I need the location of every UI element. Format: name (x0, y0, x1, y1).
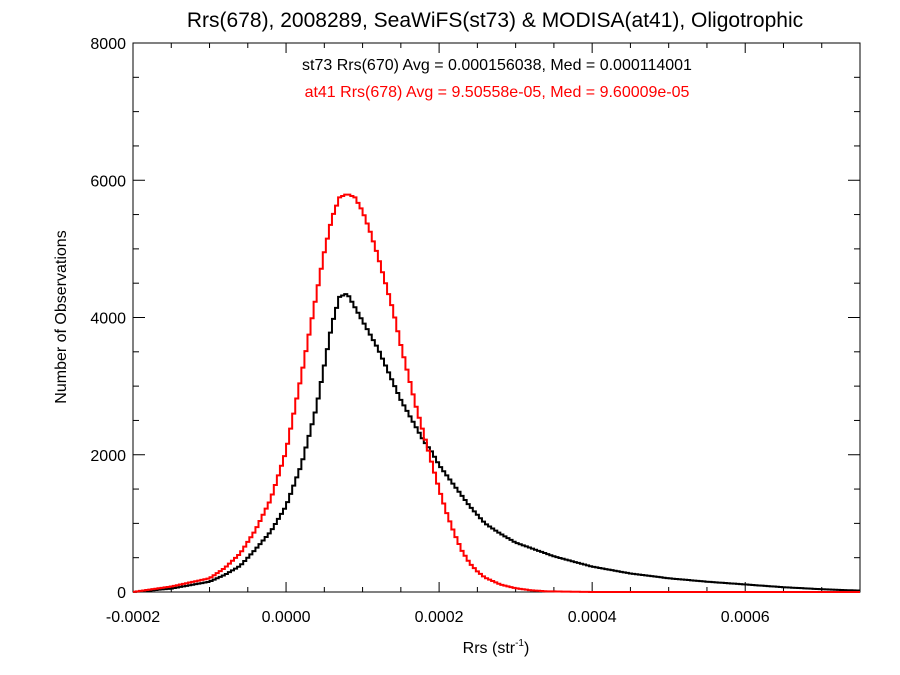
y-tick-label: 2000 (90, 448, 126, 465)
x-axis-label-superscript: -1 (515, 638, 524, 649)
series-layer (133, 193, 860, 593)
x-tick-label: 0.0000 (262, 609, 311, 626)
y-tick-label: 6000 (90, 173, 126, 190)
x-tick-label: -0.0002 (106, 609, 160, 626)
annotation-at41: at41 Rrs(678) Avg = 9.50558e-05, Med = 9… (305, 84, 690, 101)
x-tick-label: 0.0006 (721, 609, 770, 626)
plot-frame (132, 42, 861, 593)
y-tick-label: 0 (117, 585, 126, 602)
chart-title: Rrs(678), 2008289, SeaWiFS(st73) & MODIS… (187, 9, 803, 32)
x-axis-label-close: ) (524, 640, 529, 657)
x-axis-label: Rrs (str-1) (463, 638, 530, 657)
y-tick-labels: 0 2000 4000 6000 8000 (90, 36, 126, 602)
series-at41-line (133, 193, 860, 593)
x-axis-label-main: Rrs (str (463, 640, 516, 657)
y-tick-label: 4000 (90, 311, 126, 328)
axis-ticks (132, 42, 861, 593)
x-tick-labels: -0.0002 0.0000 0.0002 0.0004 0.0006 (106, 609, 770, 626)
series-st73-line (133, 293, 860, 593)
x-tick-label: 0.0002 (415, 609, 464, 626)
y-tick-label: 8000 (90, 36, 126, 53)
x-tick-label: 0.0004 (568, 609, 617, 626)
y-axis-label: Number of Observations (53, 230, 70, 403)
annotation-st73: st73 Rrs(670) Avg = 0.000156038, Med = 0… (302, 57, 692, 74)
